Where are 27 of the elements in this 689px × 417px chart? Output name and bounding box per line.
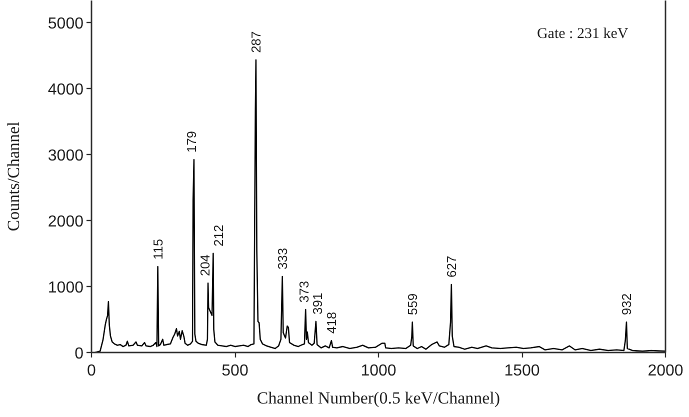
annotation: 204 <box>198 254 213 276</box>
annotation: 559 <box>404 293 420 316</box>
y-tick-label: 5000 <box>48 15 84 32</box>
x-tick-label: 1500 <box>504 362 540 380</box>
annotation: 212 <box>211 224 226 246</box>
y-tick-label: 4000 <box>48 81 84 98</box>
y-tick-label: 2000 <box>48 213 84 230</box>
annotation: 287 <box>248 31 264 53</box>
y-axis-title: Counts/Channel <box>4 121 23 232</box>
annotation: 391 <box>310 292 326 314</box>
annotation: 418 <box>324 312 339 334</box>
annotation: 333 <box>274 248 290 270</box>
annotation: 373 <box>296 280 312 303</box>
annotation: 627 <box>444 256 459 278</box>
annotation: 932 <box>618 293 634 316</box>
annotation: 115 <box>150 238 166 260</box>
x-tick-label: 1000 <box>360 362 396 380</box>
x-axis-title: Channel Number(0.5 keV/Channel) <box>256 388 500 408</box>
x-tick-label: 2000 <box>648 362 684 380</box>
y-tick-label: 1000 <box>48 279 84 296</box>
annotation: 179 <box>184 130 199 153</box>
x-tick-label: 500 <box>222 362 248 380</box>
y-tick-label: 0 <box>74 346 84 362</box>
annotation: Gate : 231 keV <box>536 26 628 42</box>
line-series <box>94 59 666 352</box>
x-tick-label: 0 <box>87 362 96 380</box>
y-tick-label: 3000 <box>48 147 84 164</box>
